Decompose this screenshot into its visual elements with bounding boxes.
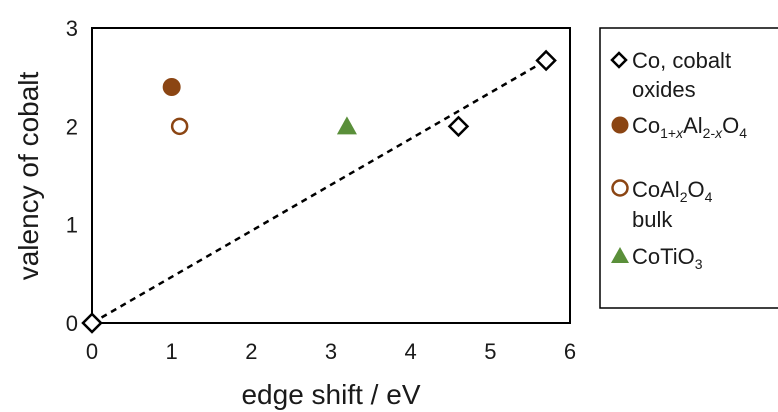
data-point-coal2o4 (170, 117, 189, 136)
legend-marker-co-oxides (610, 51, 628, 69)
legend-label-coal2o4-line2: bulk (632, 207, 673, 232)
x-axis-title: edge shift / eV (241, 379, 420, 410)
data-markers (81, 49, 557, 334)
legend-label-coal2o4: CoAl2O4 (632, 177, 713, 205)
y-tick-label: 3 (66, 16, 78, 41)
x-tick-labels: 0 1 2 3 4 5 6 (86, 339, 576, 364)
legend-label-co1x: Co1+xAl2-xO4 (632, 113, 747, 141)
y-axis-title: valency of cobalt (13, 72, 44, 281)
y-tick-label: 1 (66, 213, 78, 238)
legend-label-cotio3: CoTiO3 (632, 244, 703, 272)
x-tick-label: 1 (166, 339, 178, 364)
legend-box (599, 27, 778, 309)
x-tick-label: 0 (86, 339, 98, 364)
x-tick-label: 3 (325, 339, 337, 364)
x-tick-label: 2 (245, 339, 257, 364)
legend: Co, cobalt oxides Co1+xAl2-xO4 CoAl2O4 b… (599, 27, 778, 309)
x-tick-label: 5 (484, 339, 496, 364)
legend-label-co-oxides-line2: oxides (632, 77, 696, 102)
legend-marker-coal2o4 (611, 179, 629, 197)
legend-marker-co1x (611, 116, 629, 134)
data-point-co-oxides (535, 49, 557, 72)
y-tick-labels: 0 1 2 3 (66, 16, 78, 336)
data-point-co-oxides (447, 115, 470, 138)
legend-label-co-oxides-line1: Co, cobalt (632, 48, 731, 73)
plot-frame (91, 27, 571, 324)
legend-marker-cotio3 (611, 247, 629, 263)
x-tick-label: 6 (564, 339, 576, 364)
data-point-co-oxides (81, 312, 103, 334)
y-tick-label: 2 (66, 114, 78, 139)
fit-line (91, 59, 547, 325)
y-tick-label: 0 (66, 311, 78, 336)
data-point-co1x (162, 78, 181, 96)
data-point-cotio3 (336, 116, 357, 135)
x-tick-label: 4 (405, 339, 417, 364)
